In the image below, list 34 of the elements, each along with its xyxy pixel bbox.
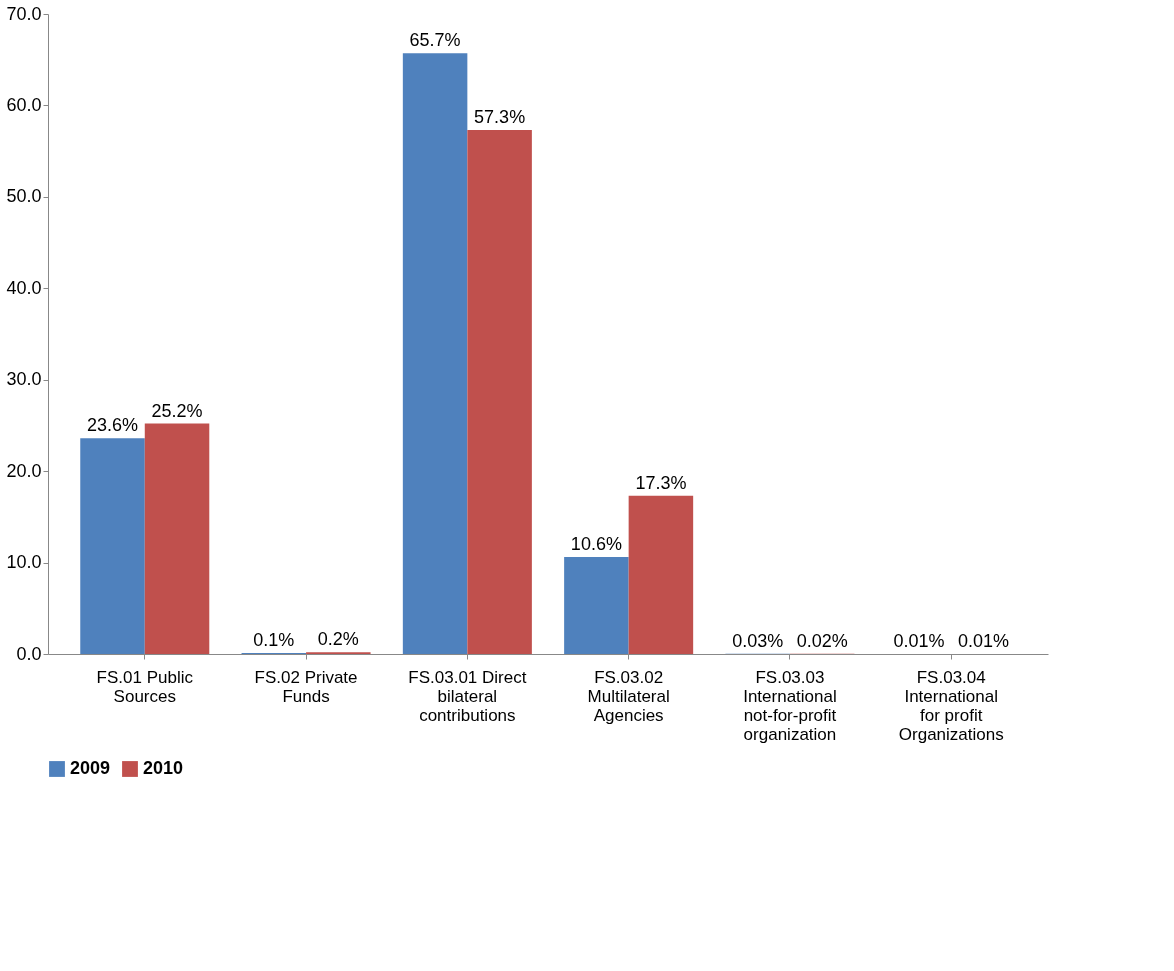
y-tick-label: 40.0 bbox=[6, 277, 42, 298]
x-tick-label: FS.01 Public Sources bbox=[96, 667, 194, 706]
bar bbox=[144, 423, 210, 654]
bar bbox=[628, 495, 694, 654]
data-label: 25.2% bbox=[151, 400, 203, 421]
data-label: 0.03% bbox=[732, 630, 784, 651]
y-tick-label: 70.0 bbox=[6, 3, 42, 24]
y-tick-label: 30.0 bbox=[6, 369, 42, 390]
y-tick-label: 10.0 bbox=[6, 552, 42, 573]
data-label: 23.6% bbox=[86, 415, 139, 436]
x-tick-label: FS.03.02 Multilateral Agencies bbox=[587, 667, 670, 725]
data-label: 10.6% bbox=[570, 534, 622, 555]
x-tick-label: FS.03.04 International for profit Organizations bbox=[898, 667, 1004, 744]
data-label: 0.01% bbox=[957, 630, 1010, 651]
x-tick-label: FS.02 Private Funds bbox=[254, 667, 358, 706]
data-label: 57.3% bbox=[474, 107, 526, 128]
data-label: 0.01% bbox=[893, 630, 945, 651]
bar bbox=[467, 130, 532, 654]
data-label: 65.7% bbox=[409, 30, 461, 51]
data-label: 17.3% bbox=[635, 472, 687, 493]
data-label: 0.2% bbox=[317, 629, 359, 650]
legend-label: 2009 bbox=[70, 758, 111, 778]
legend-label: 2010 bbox=[143, 758, 184, 778]
bar bbox=[80, 438, 145, 654]
x-tick-label: FS.03.03 International not-for-profit organization bbox=[743, 667, 837, 744]
y-tick-label: 50.0 bbox=[6, 186, 42, 207]
data-label: 0.02% bbox=[796, 630, 848, 651]
y-tick-label: 0.0 bbox=[16, 643, 42, 664]
bar bbox=[402, 53, 468, 654]
y-tick-label: 60.0 bbox=[6, 94, 42, 115]
y-tick-label: 20.0 bbox=[6, 460, 42, 481]
data-label: 0.1% bbox=[253, 630, 295, 651]
bar bbox=[564, 557, 629, 654]
x-tick-label: FS.03.01 Direct bilateral contributions bbox=[408, 667, 527, 725]
